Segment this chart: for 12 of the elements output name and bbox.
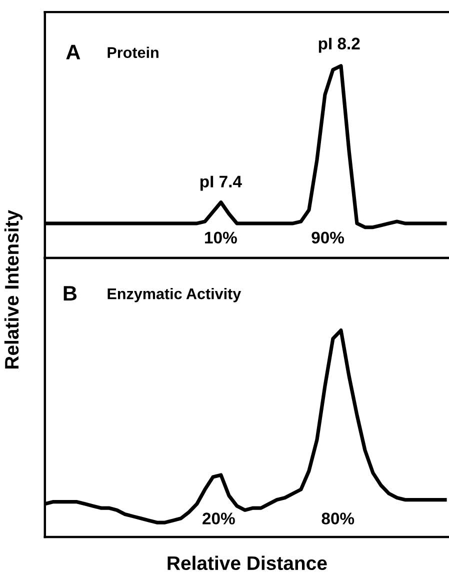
y-axis-title: Relative Intensity — [4, 210, 23, 369]
annotation: 10% — [205, 232, 237, 244]
annotation: 80% — [322, 512, 354, 524]
annotation: 20% — [202, 512, 235, 524]
text: Protein — [108, 46, 158, 58]
text: A — [66, 44, 80, 60]
text: pI 8.2 — [318, 38, 360, 53]
text: B — [64, 286, 77, 301]
annotation: pI 7.4 — [200, 176, 242, 191]
text: Enzymatic Activity — [108, 288, 242, 302]
annotation: 90% — [312, 232, 344, 244]
x-axis-title: Relative Distance — [168, 556, 327, 570]
